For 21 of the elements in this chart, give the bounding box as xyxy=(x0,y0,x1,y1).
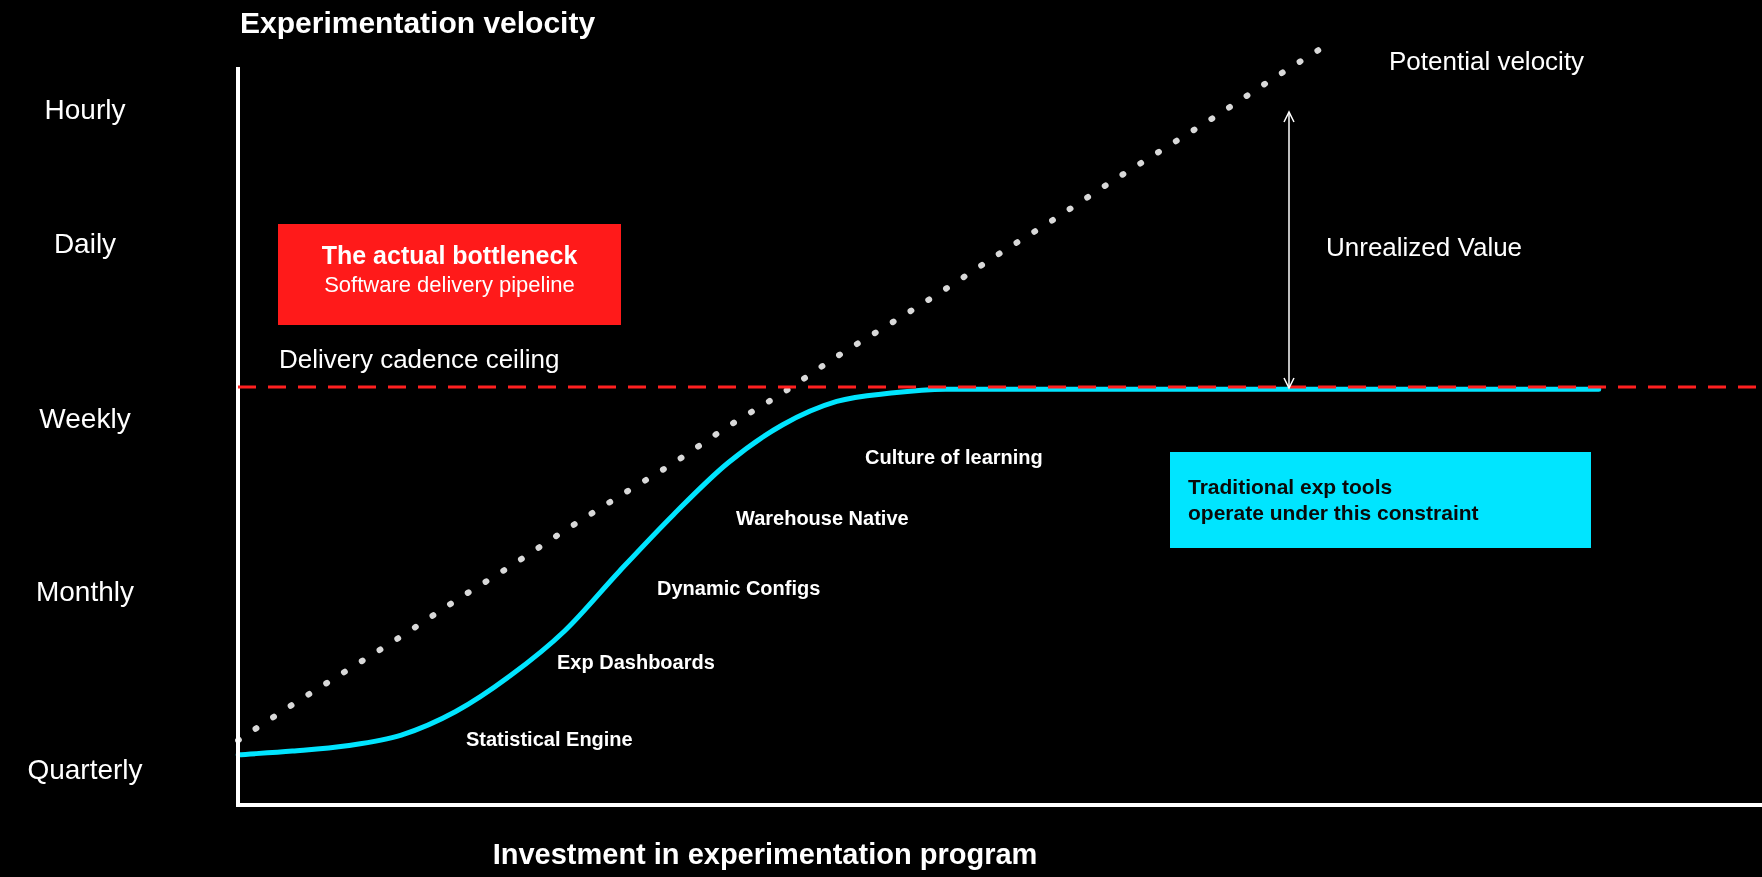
chart-title: Experimentation velocity xyxy=(240,6,596,40)
annotation: Traditional exp tools xyxy=(1188,474,1394,500)
caption-box: Traditional exp tools operate under this constraint xyxy=(1170,452,1591,548)
annotation: Culture of learning xyxy=(865,446,1043,469)
annotation: Warehouse Native xyxy=(736,507,909,530)
annotation: operate under this constraint xyxy=(1188,500,1480,527)
text: Quarterly xyxy=(26,754,144,786)
text: Hourly xyxy=(43,94,127,126)
ref-line-label: Delivery cadence ceiling xyxy=(279,344,560,375)
callout-box: The actual bottleneck Software delivery pipeline xyxy=(278,224,621,325)
text: Daily xyxy=(52,228,118,260)
text: Weekly xyxy=(38,403,132,435)
annotation: The actual bottleneck xyxy=(320,241,579,270)
text: Potential velocity xyxy=(1389,46,1585,77)
annotation: Software delivery pipeline xyxy=(323,272,576,298)
x-axis-title: Investment in experimentation program xyxy=(491,838,1039,871)
text: Monthly xyxy=(34,576,135,608)
annotation: Dynamic Configs xyxy=(657,577,821,600)
annotation: Exp Dashboards xyxy=(557,651,715,674)
annotation: Statistical Engine xyxy=(466,728,633,751)
annotation: Unrealized Value xyxy=(1326,232,1523,263)
